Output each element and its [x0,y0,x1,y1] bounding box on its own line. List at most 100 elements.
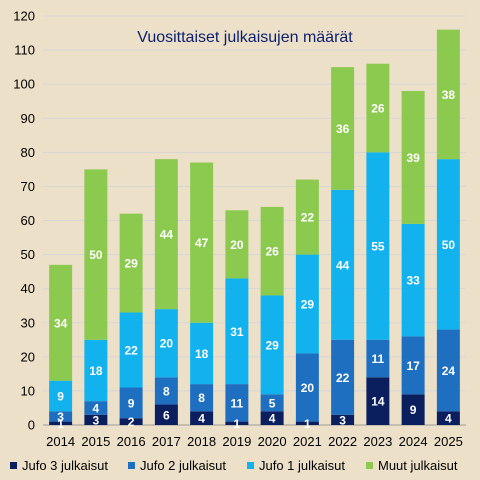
bar-segment [119,418,143,425]
data-label: 55 [371,240,385,254]
bar-segment [119,312,143,388]
bar-segment [436,411,460,425]
data-label: 4 [269,412,276,426]
bar-segment [154,159,178,310]
bar-segment [119,387,143,419]
bar-segment [225,210,249,279]
data-label: 8 [198,391,205,405]
bar-segment [84,339,108,402]
bar-segment [154,377,178,405]
data-label: 4 [445,412,452,426]
data-label: 1 [304,417,311,431]
bar-segment [49,380,73,412]
data-label: 47 [195,236,209,250]
bar-segment [225,278,249,385]
y-tick-label: 70 [21,179,35,194]
y-tick-label: 80 [21,145,35,160]
data-label: 3 [57,410,64,424]
data-label: 1 [234,417,241,431]
x-tick-label: 2021 [293,434,322,449]
y-tick-label: 20 [21,349,35,364]
bar-segment [260,206,284,296]
x-tick-label: 2015 [81,434,110,449]
data-label: 18 [195,347,209,361]
data-label: 4 [93,401,100,415]
x-tick-label: 2022 [328,434,357,449]
data-label: 9 [410,403,417,417]
y-tick-label: 90 [21,111,35,126]
legend-label: Jufo 3 julkaisut [22,458,108,473]
legend-swatch [247,462,254,469]
data-label: 31 [230,325,244,339]
bar-segment [190,411,214,425]
data-label: 20 [301,381,315,395]
bar-segment [436,329,460,412]
data-label: 11 [231,396,244,410]
y-tick-label: 0 [28,418,35,433]
data-label: 24 [442,364,456,378]
bar-segment [260,295,284,395]
data-label: 29 [301,298,315,312]
y-tick-label: 30 [21,315,35,330]
legend-swatch [10,462,17,469]
bar-segment [366,377,390,425]
bar-segment [260,411,284,425]
x-tick-label: 2025 [434,434,463,449]
x-tick-label: 2017 [152,434,181,449]
bar-segment [84,401,108,415]
y-tick-label: 60 [21,213,35,228]
data-label: 50 [442,238,456,252]
bar-segment [225,384,249,422]
data-label: 18 [89,364,103,378]
bar-segment [49,264,73,381]
y-tick-label: 100 [13,77,35,92]
data-label: 6 [163,408,170,422]
bar-segment [84,169,108,340]
data-label: 26 [371,102,385,116]
bar-segment [49,411,73,422]
x-tick-label: 2018 [187,434,216,449]
data-labels: 1393434185029222968204448184711131204529… [54,88,455,431]
bar-segment [401,90,425,224]
data-label: 8 [163,384,170,398]
bar-segment [366,339,390,378]
bar-segment [84,414,108,425]
x-tick-label: 2019 [222,434,251,449]
y-tick-label: 50 [21,247,35,262]
data-label: 22 [301,211,315,225]
data-label: 17 [406,359,420,373]
bar-segment [331,189,355,340]
data-label: 5 [269,396,276,410]
data-label: 34 [54,316,68,330]
bar-segment [190,162,214,323]
data-label: 22 [124,344,138,358]
x-tick-label: 2016 [117,434,146,449]
bar-segment [190,384,214,412]
bar-segment [225,421,249,425]
data-label: 22 [336,371,350,385]
bar-segment [260,394,284,412]
x-tick-label: 2023 [363,434,392,449]
bar-segment [436,29,460,160]
bar-segment [295,421,319,425]
bar-segment [295,254,319,354]
data-label: 3 [339,413,346,427]
chart-title: Vuosittaiset julkaisujen määrät [137,29,353,46]
legend-label: Muut julkaisut [378,458,458,473]
bars [49,29,460,425]
legend-label: Jufo 1 julkaisut [259,458,345,473]
y-tick-label: 10 [21,383,35,398]
bar-segment [366,152,390,340]
x-tick-label: 2014 [46,434,75,449]
bar-segment [295,179,319,255]
y-tick-label: 40 [21,281,35,296]
bar-segment [295,353,319,422]
data-label: 2 [128,415,135,429]
data-label: 1 [57,417,64,431]
bar-segment [401,223,425,337]
y-tick-label: 120 [13,9,35,24]
data-label: 33 [406,274,420,288]
bar-segment [366,63,390,153]
data-label: 44 [160,228,174,242]
